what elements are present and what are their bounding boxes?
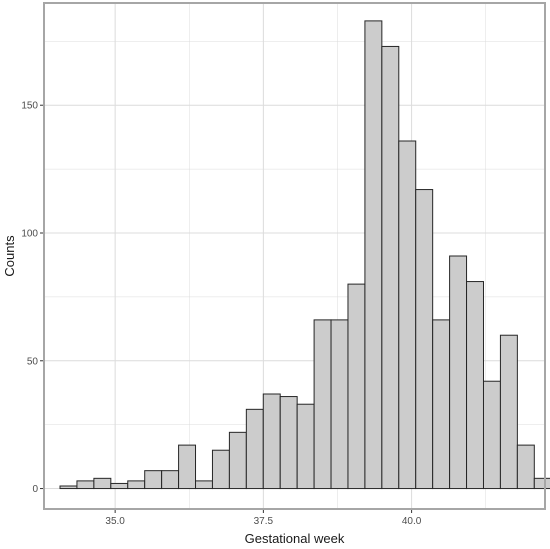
histogram-bar (76, 480, 95, 490)
histogram-bar (195, 480, 213, 490)
histogram-bar (144, 470, 163, 490)
histogram-bar (279, 396, 298, 490)
x-axis-ticks: 35.0 37.5 40.0 (105, 510, 422, 527)
histogram-bar (482, 380, 501, 490)
histogram-bar (245, 408, 264, 490)
histogram-bar (364, 20, 383, 490)
histogram-bar (93, 477, 112, 490)
histogram-bar (449, 255, 468, 490)
y-tick-label: 150 (21, 101, 38, 112)
histogram-bar (466, 281, 484, 490)
x-tick-label: 37.5 (254, 516, 274, 527)
histogram-bar (211, 449, 230, 490)
histogram-bar (110, 482, 129, 490)
histogram-bar (347, 283, 366, 490)
histogram-bar (228, 431, 247, 490)
histogram-bar (432, 319, 451, 490)
x-tick-label: 35.0 (105, 516, 125, 527)
histogram-bar (533, 477, 550, 490)
histogram-bar (59, 485, 78, 490)
histogram-bar (516, 444, 535, 490)
histogram-bar (296, 403, 315, 490)
y-tick-label: 100 (21, 229, 38, 240)
histogram-bar (161, 470, 180, 490)
y-tick-label: 50 (27, 356, 39, 367)
histogram-bar (330, 319, 349, 490)
histogram-bars (59, 20, 550, 490)
histogram-bar (127, 480, 146, 490)
histogram-bar (398, 140, 417, 490)
y-axis-ticks: 0 50 100 150 (21, 101, 43, 495)
histogram-bar (415, 189, 434, 490)
panel-border (43, 2, 546, 510)
x-axis-title: Gestational week (245, 531, 345, 546)
x-tick-label: 40.0 (402, 516, 422, 527)
histogram-bar (313, 319, 332, 490)
y-axis-title: Counts (2, 235, 17, 277)
histogram-bar (499, 334, 518, 490)
histogram-bar (178, 444, 197, 490)
histogram-bar (381, 45, 400, 490)
histogram-bar (262, 393, 281, 490)
y-tick-label: 0 (32, 484, 38, 495)
